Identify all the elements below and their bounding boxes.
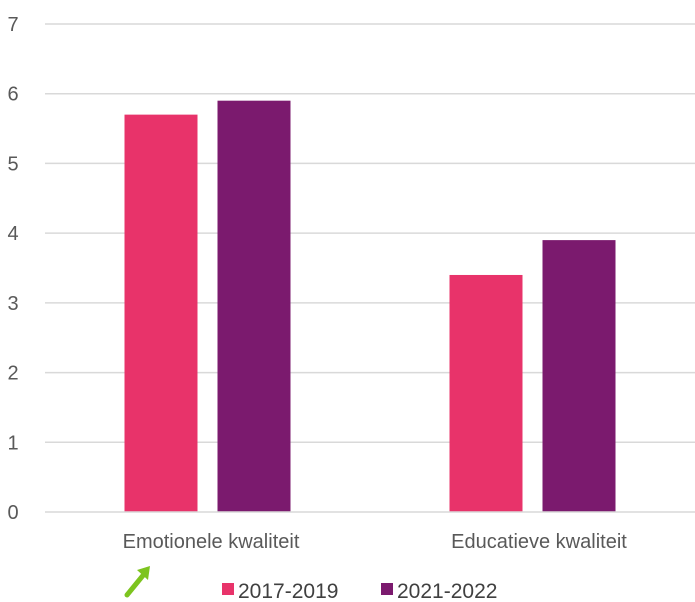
legend: 2017-2019 2021-2022 (222, 580, 497, 602)
bar-2021-2022-0 (217, 100, 291, 512)
bar-2017-2019-0 (124, 114, 198, 512)
legend-swatch-1 (381, 583, 393, 595)
y-tick-label-3: 3 (7, 293, 18, 315)
y-tick-label-6: 6 (7, 84, 18, 106)
arrow-icon (124, 566, 150, 598)
y-tick-label-1: 1 (7, 432, 18, 454)
category-label-0: Emotionele kwaliteit (123, 531, 300, 553)
legend-label-1: 2021-2022 (397, 580, 497, 602)
y-axis-tick-labels: 0 1 2 3 4 5 6 7 (7, 14, 18, 524)
y-tick-label-2: 2 (7, 363, 18, 385)
category-labels: Emotionele kwaliteit Educatieve kwalitei… (123, 531, 628, 553)
bar-2017-2019-1 (449, 274, 523, 512)
y-tick-label-5: 5 (7, 153, 18, 175)
y-tick-label-0: 0 (7, 502, 18, 524)
bar-2021-2022-1 (542, 240, 616, 512)
y-tick-label-4: 4 (7, 223, 18, 245)
legend-swatch-0 (222, 583, 234, 595)
category-label-1: Educatieve kwaliteit (451, 531, 627, 553)
legend-label-0: 2017-2019 (238, 580, 338, 602)
y-tick-label-7: 7 (7, 14, 18, 36)
bars (124, 100, 616, 512)
